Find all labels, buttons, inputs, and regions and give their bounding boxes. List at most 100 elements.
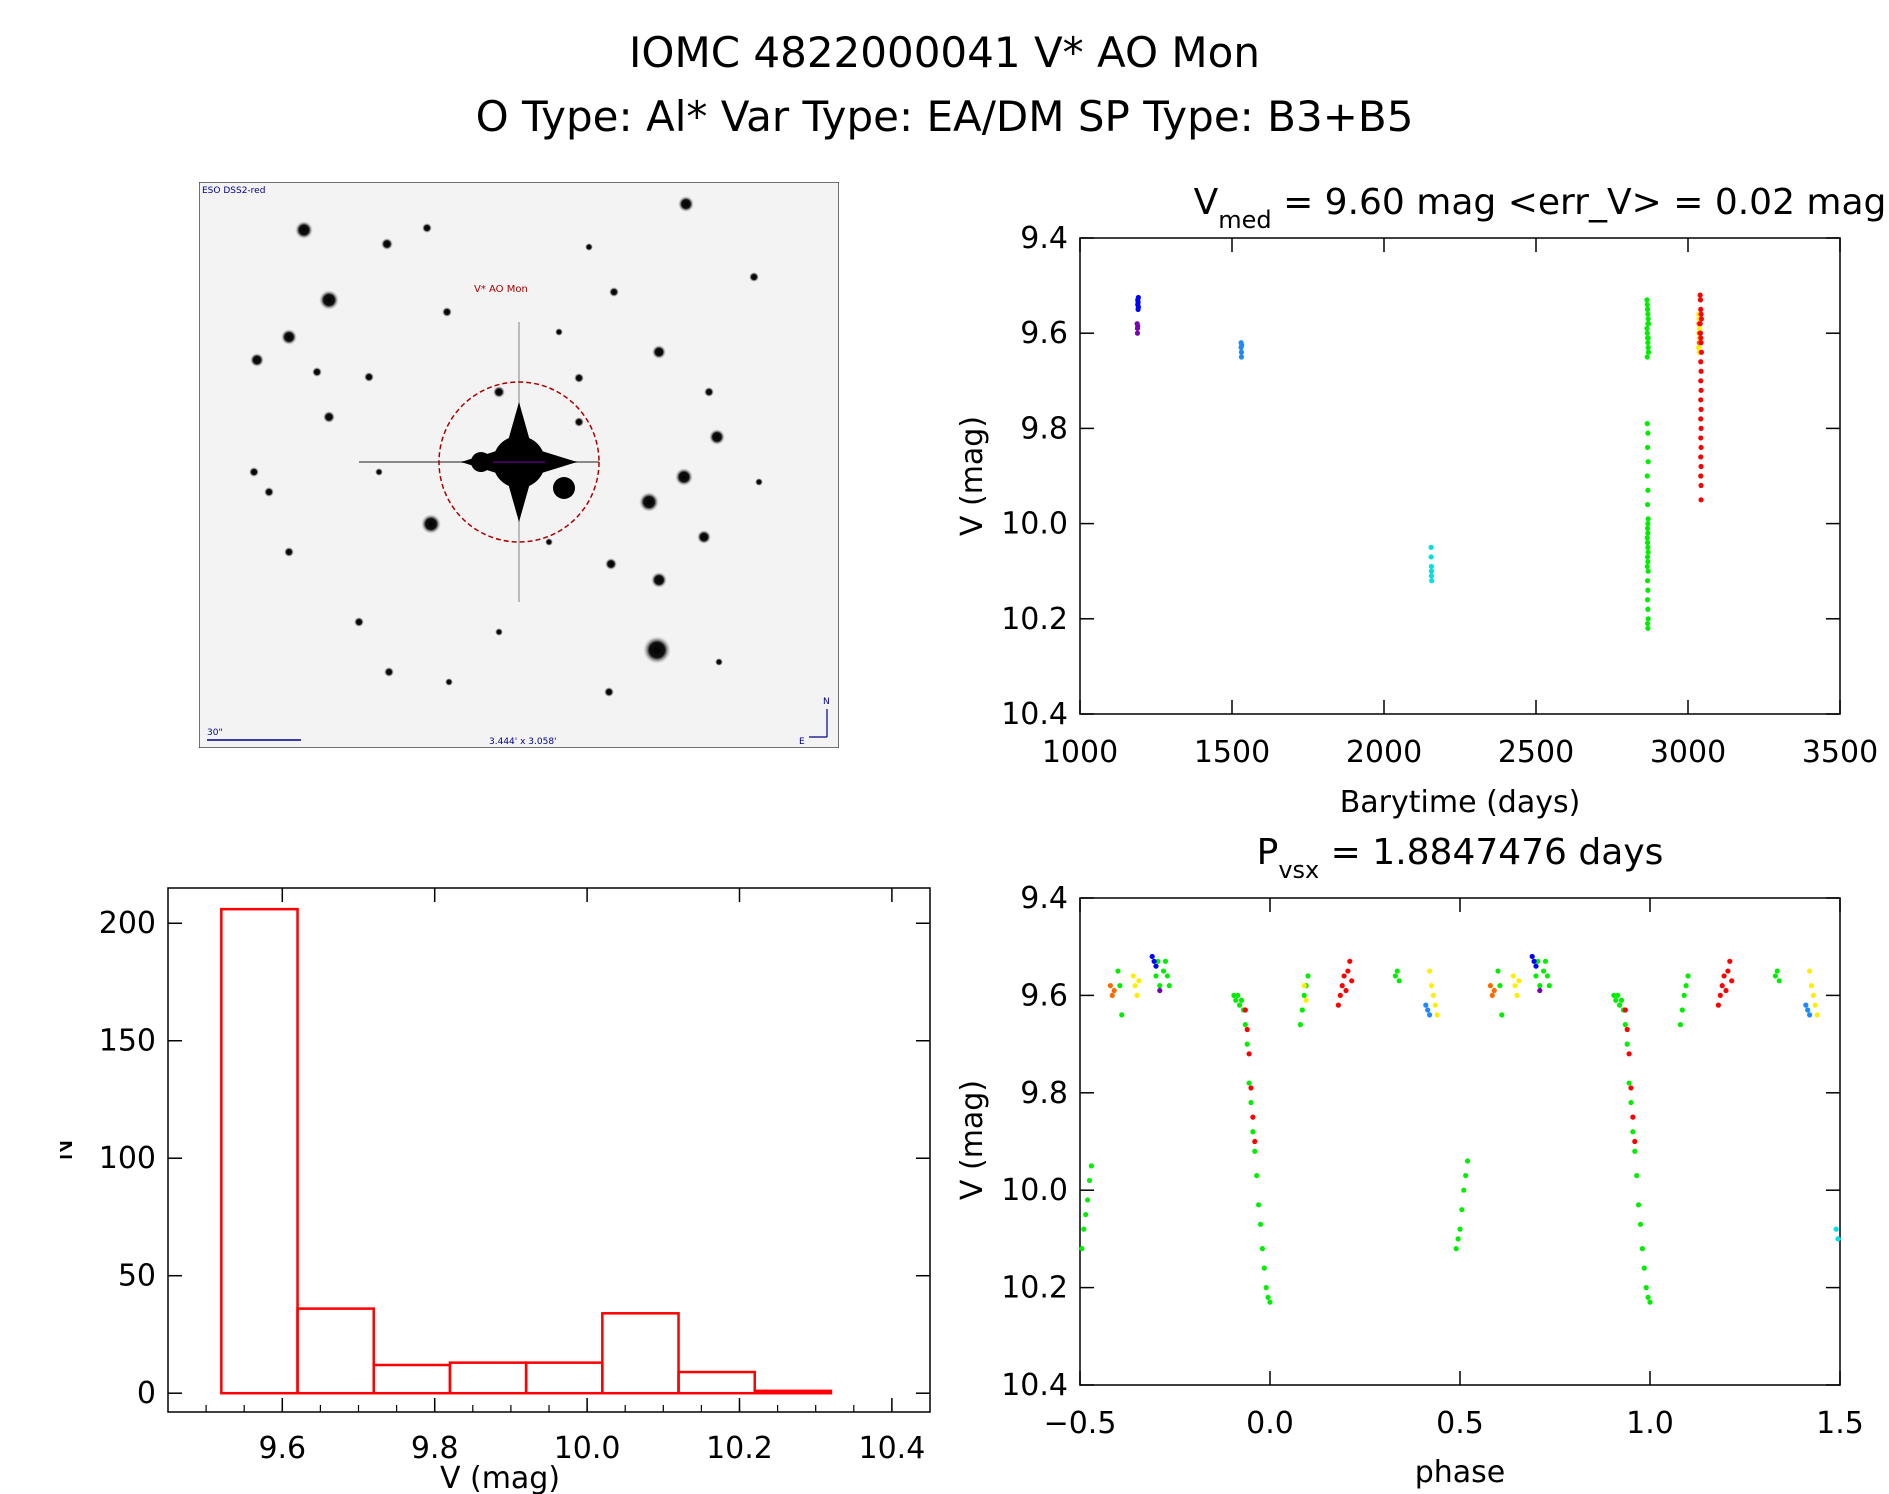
y-tick-label: 10.2 [1001, 1271, 1068, 1306]
histogram-bar [601, 1312, 680, 1395]
data-point [1246, 1080, 1252, 1086]
data-point [1698, 340, 1704, 346]
data-point [1835, 1236, 1841, 1242]
y-tick-label: 100 [99, 1141, 156, 1176]
data-point [1644, 306, 1651, 312]
data-point [1632, 1138, 1638, 1145]
data-point [1677, 1022, 1683, 1028]
data-point [1531, 958, 1537, 964]
field-star [652, 345, 666, 359]
data-point [1261, 1265, 1267, 1271]
data-point [1238, 997, 1245, 1003]
x-tick-label: 10.0 [554, 1431, 621, 1466]
field-star [264, 487, 274, 497]
data-point [1428, 554, 1434, 560]
data-point [1242, 1022, 1248, 1028]
x-axis-label: Barytime (days) [1340, 785, 1581, 820]
data-point [1644, 535, 1650, 541]
data-point [1613, 997, 1619, 1003]
data-point [1497, 983, 1503, 989]
data-point [1235, 992, 1241, 998]
data-point [1803, 1002, 1809, 1008]
y-axis-label: V (mag) [955, 1080, 990, 1200]
data-point [1157, 987, 1163, 994]
y-tick-label: 9.4 [1020, 881, 1068, 916]
data-point [1164, 973, 1170, 979]
x-tick-label: −0.5 [1044, 1406, 1117, 1441]
data-point [1611, 992, 1617, 998]
data-point [1136, 978, 1142, 984]
data-point [1428, 544, 1434, 550]
data-point [1086, 1177, 1093, 1184]
data-point [1248, 1085, 1254, 1091]
data-point [1810, 992, 1816, 998]
data-point [1697, 321, 1703, 327]
data-point [1807, 968, 1813, 974]
data-point [1645, 340, 1651, 346]
data-point [1252, 1138, 1258, 1145]
y-tick-label: 10.4 [1001, 1368, 1068, 1403]
data-point [1634, 1172, 1640, 1179]
data-point [1107, 983, 1113, 989]
data-point [1645, 559, 1651, 565]
data-point [1248, 1099, 1254, 1106]
chart-title-phase: Pvsx = 1.8847476 days [1257, 832, 1664, 884]
data-point [1628, 1085, 1634, 1091]
data-point [1812, 1002, 1818, 1008]
data-point [1130, 973, 1136, 979]
data-point [1265, 1294, 1271, 1300]
x-tick-label: 2500 [1498, 735, 1574, 770]
data-point [1429, 578, 1435, 584]
data-point [1134, 992, 1140, 998]
data-point [1428, 568, 1435, 574]
field-star [354, 617, 364, 627]
data-point [1626, 1080, 1632, 1086]
data-point [1544, 973, 1550, 979]
data-point [1727, 958, 1733, 964]
y-tick-label: 9.4 [1020, 221, 1068, 256]
data-point [1341, 973, 1347, 979]
data-point [1645, 335, 1651, 341]
data-point [1162, 958, 1169, 964]
data-point [1723, 987, 1729, 994]
data-point [1303, 997, 1309, 1003]
data-point [1238, 349, 1245, 355]
x-tick-label: 3000 [1650, 735, 1726, 770]
data-point [1645, 530, 1651, 536]
data-point [1396, 978, 1402, 984]
x-tick-label: 1.5 [1816, 1406, 1864, 1441]
chart-title: IOMC 4822000041 V* AO Mon [629, 28, 1260, 77]
data-point [1698, 444, 1704, 451]
data-point [1814, 1012, 1820, 1018]
data-point [1428, 563, 1435, 570]
histogram-bar [753, 1389, 833, 1395]
data-point [1645, 311, 1651, 317]
field-star [574, 373, 584, 383]
data-point [1257, 1221, 1264, 1227]
histogram-bar [677, 1370, 756, 1395]
survey-label: ESO DSS2-red [202, 186, 265, 196]
data-point [1512, 983, 1518, 989]
field-star [709, 429, 725, 445]
data-point [1698, 397, 1704, 403]
data-point [1428, 983, 1435, 989]
data-point [1430, 992, 1436, 998]
data-point [1461, 1187, 1467, 1193]
data-point [1083, 1211, 1089, 1218]
field-star [364, 372, 374, 382]
field-star [421, 514, 441, 534]
data-point [1457, 1226, 1463, 1232]
data-point [1151, 958, 1157, 964]
data-point [1244, 1041, 1250, 1047]
data-point [1805, 1007, 1811, 1013]
data-point [1263, 1285, 1269, 1291]
y-tick-label: 150 [99, 1024, 156, 1059]
data-point [1644, 330, 1650, 336]
data-point [1305, 973, 1311, 979]
data-point [1299, 1007, 1305, 1013]
data-point [1250, 1129, 1256, 1135]
data-point [1645, 316, 1651, 322]
data-point [1645, 430, 1651, 436]
field-star [715, 658, 723, 666]
data-point [1259, 1246, 1265, 1252]
